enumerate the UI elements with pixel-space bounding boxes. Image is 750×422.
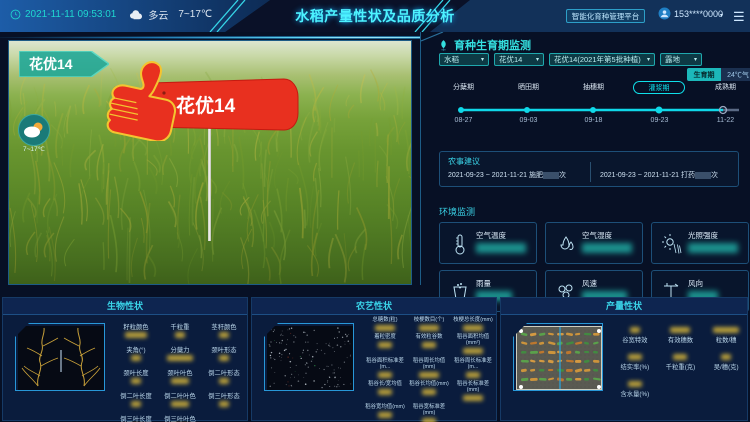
svg-text:花优14: 花优14 xyxy=(29,56,73,72)
